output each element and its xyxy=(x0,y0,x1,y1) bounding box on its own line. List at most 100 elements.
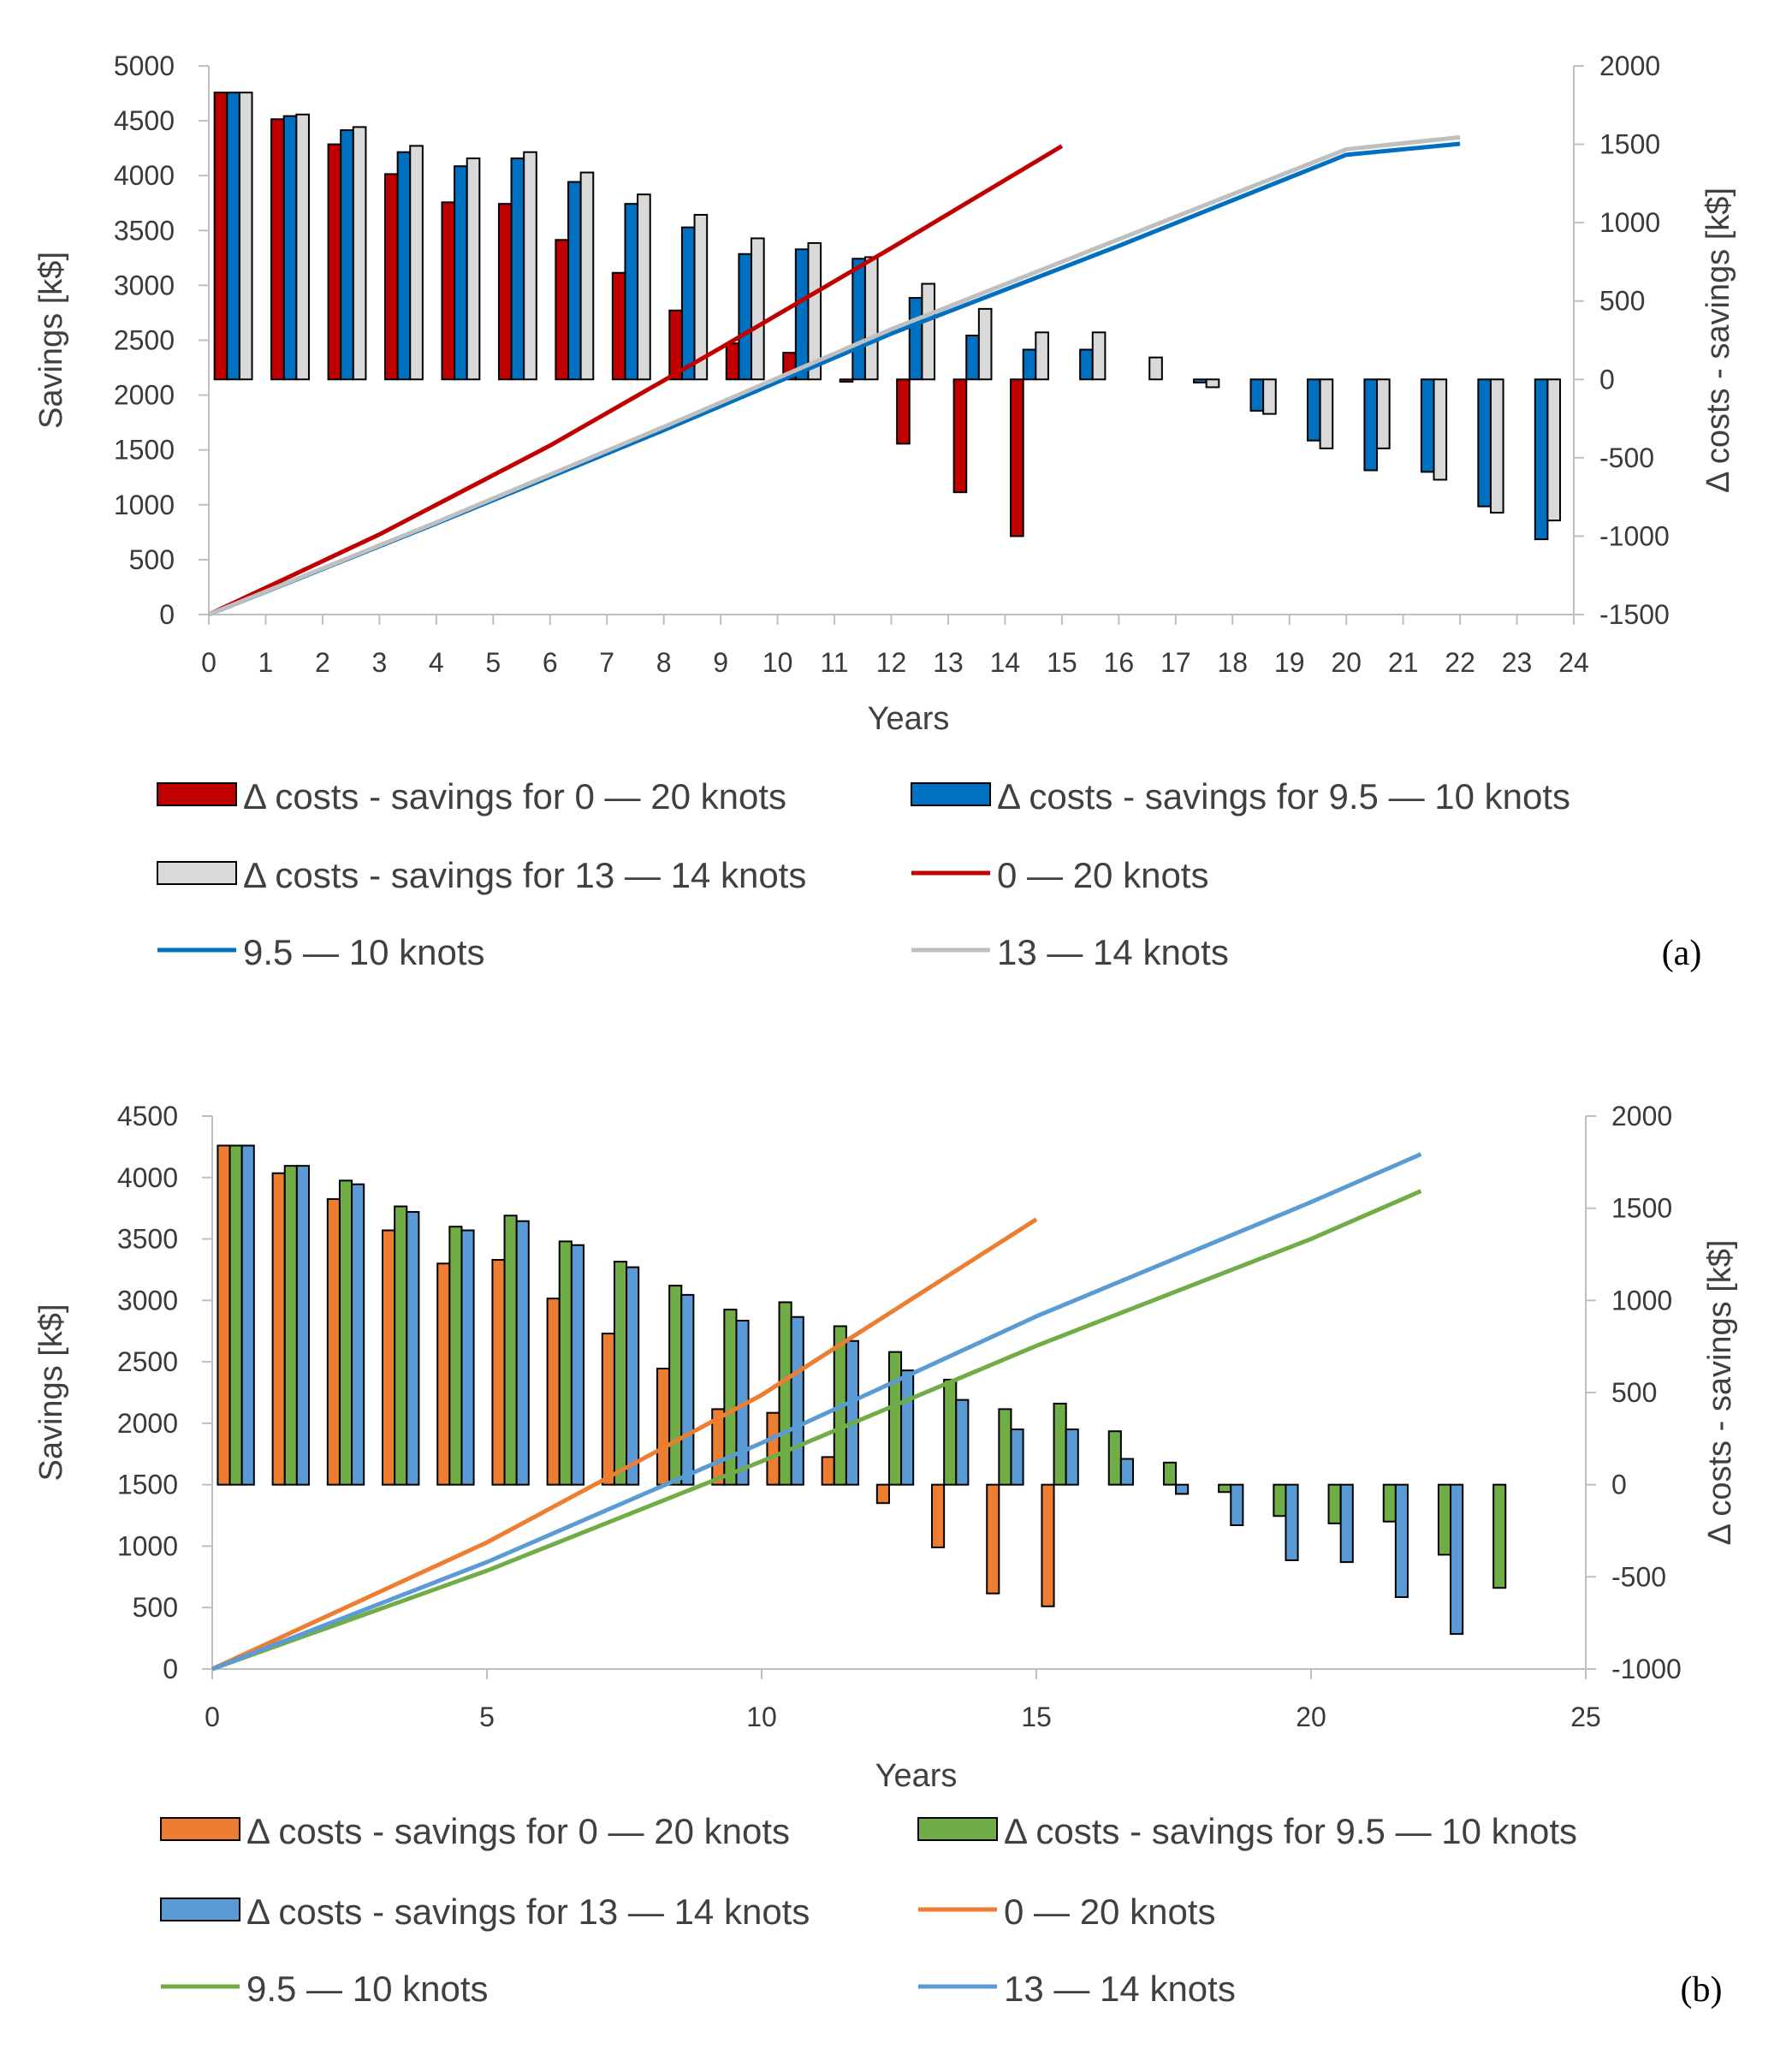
bar-3-year-16 xyxy=(1119,1458,1134,1486)
x-tick-label: 13 xyxy=(933,647,964,678)
y-right-tick-label: 1000 xyxy=(1599,207,1660,238)
bar-3-year-20 xyxy=(1339,1483,1354,1564)
bar-3-year-18 xyxy=(1230,1483,1244,1527)
line-series-1 xyxy=(211,1217,1038,1672)
bar-1-year-11 xyxy=(821,1456,835,1486)
bar-1-year-11 xyxy=(839,378,854,383)
bar-2-year-20 xyxy=(1363,378,1379,472)
bar-2-year-22 xyxy=(1477,378,1492,508)
bar-1-year-15 xyxy=(1041,1483,1055,1607)
y-left-tick-label: 4000 xyxy=(114,160,175,191)
bar-3-year-4 xyxy=(460,1229,475,1486)
legend-swatch-bar xyxy=(160,1898,240,1921)
line-series-2 xyxy=(211,1189,1422,1672)
x-tick-label: 6 xyxy=(543,647,558,678)
bar-2-year-13 xyxy=(965,335,980,381)
y-right-tick-label: -1000 xyxy=(1611,1654,1682,1684)
bar-2-year-2 xyxy=(338,1179,353,1486)
bar-3-year-15 xyxy=(1065,1428,1079,1486)
bar-2-year-8 xyxy=(668,1285,683,1486)
bar-2-year-7 xyxy=(613,1261,628,1486)
bar-1-year-10 xyxy=(766,1411,780,1486)
y-left-tick-label: 2000 xyxy=(114,380,175,411)
y-left-tick-label: 1500 xyxy=(114,435,175,466)
x-axis-title: Years xyxy=(875,1758,958,1794)
bar-3-year-11 xyxy=(863,256,879,381)
bar-2-year-17 xyxy=(1193,378,1208,383)
legend-label: Δ costs - savings for 0 — 20 knots xyxy=(243,776,786,817)
y-left-tick-label: 4500 xyxy=(114,105,175,136)
y-left-tick-label: 3500 xyxy=(114,215,175,246)
y-right-tick-label: 1500 xyxy=(1611,1193,1672,1224)
y-left-tick-label: 3500 xyxy=(117,1224,178,1255)
y-left-tick-label: 3000 xyxy=(114,270,175,300)
legend-label: Δ costs - savings for 13 — 14 knots xyxy=(243,855,806,895)
bar-2-year-21 xyxy=(1382,1483,1397,1523)
y-left-tick-label: 500 xyxy=(129,544,175,575)
bar-2-year-5 xyxy=(510,157,525,381)
x-tick-label: 5 xyxy=(479,1702,495,1732)
y-right-tick-label: 2000 xyxy=(1611,1101,1672,1131)
x-tick-label: 7 xyxy=(599,647,614,678)
line-series-3 xyxy=(208,134,1461,617)
bar-2-year-1 xyxy=(283,1165,298,1486)
bar-2-year-23 xyxy=(1534,378,1549,541)
bar-2-year-1 xyxy=(282,115,298,381)
line-series-1 xyxy=(207,144,1064,617)
legend-entry: 0 — 20 knots xyxy=(918,1892,1215,1932)
bar-3-year-8 xyxy=(680,1293,695,1486)
bar-3-year-15 xyxy=(1091,331,1107,381)
bar-3-year-1 xyxy=(295,113,310,381)
bar-2-year-14 xyxy=(998,1408,1012,1486)
bar-2-year-6 xyxy=(567,181,582,381)
bar-3-year-18 xyxy=(1262,378,1277,415)
bar-2-year-5 xyxy=(503,1215,518,1486)
bar-3-year-7 xyxy=(637,193,651,381)
bar-3-year-7 xyxy=(626,1266,640,1486)
bar-3-year-4 xyxy=(466,157,481,381)
bar-3-year-16 xyxy=(1148,356,1163,381)
legend-entry: Δ costs - savings for 9.5 — 10 knots xyxy=(917,1811,1577,1851)
x-tick-label: 0 xyxy=(205,1702,220,1732)
legend-label: Δ costs - savings for 9.5 — 10 knots xyxy=(1004,1811,1577,1851)
bar-3-year-5 xyxy=(523,151,537,381)
y-left-axis-title: Savings [k$] xyxy=(33,1304,69,1482)
bar-2-year-12 xyxy=(908,297,923,381)
y-left-tick-label: 0 xyxy=(163,1654,178,1684)
bar-3-year-0 xyxy=(240,1144,255,1486)
bar-3-year-19 xyxy=(1319,378,1334,449)
bar-3-year-8 xyxy=(693,213,709,381)
bar-2-year-18 xyxy=(1218,1483,1232,1494)
bar-1-year-1 xyxy=(270,118,285,381)
bar-3-year-3 xyxy=(409,145,424,381)
line-series-3 xyxy=(211,1152,1422,1672)
bar-1-year-3 xyxy=(382,1229,396,1486)
x-tick-label: 10 xyxy=(746,1702,777,1732)
y-left-tick-label: 0 xyxy=(159,599,175,630)
bar-1-year-4 xyxy=(441,201,456,381)
bar-3-year-20 xyxy=(1376,378,1391,449)
bar-1-year-0 xyxy=(217,1144,231,1486)
bar-2-year-20 xyxy=(1327,1483,1342,1524)
bar-3-year-12 xyxy=(921,282,936,381)
x-tick-label: 19 xyxy=(1274,647,1305,678)
bar-1-year-7 xyxy=(611,271,626,381)
bar-2-year-17 xyxy=(1162,1461,1178,1486)
legend-label: 13 — 14 knots xyxy=(997,932,1229,972)
y-right-tick-label: -1000 xyxy=(1599,520,1670,551)
y-left-axis-title: Savings [k$] xyxy=(33,252,69,429)
bar-1-year-13 xyxy=(952,378,968,494)
x-tick-label: 8 xyxy=(656,647,672,678)
bar-2-year-22 xyxy=(1437,1483,1452,1556)
x-tick-label: 5 xyxy=(485,647,501,678)
y-right-axis-title: Δ costs - savings [k$] xyxy=(1702,1240,1738,1546)
bar-1-year-6 xyxy=(546,1298,561,1486)
y-left-tick-label: 5000 xyxy=(114,50,175,81)
legend-entry: Δ costs - savings for 0 — 20 knots xyxy=(157,776,786,817)
y-left-tick-label: 1000 xyxy=(117,1530,178,1561)
bar-2-year-3 xyxy=(394,1205,408,1486)
bar-1-year-6 xyxy=(555,239,570,381)
bar-3-year-23 xyxy=(1546,378,1562,522)
legend-swatch-bar xyxy=(157,861,237,885)
bar-3-year-13 xyxy=(955,1399,970,1486)
